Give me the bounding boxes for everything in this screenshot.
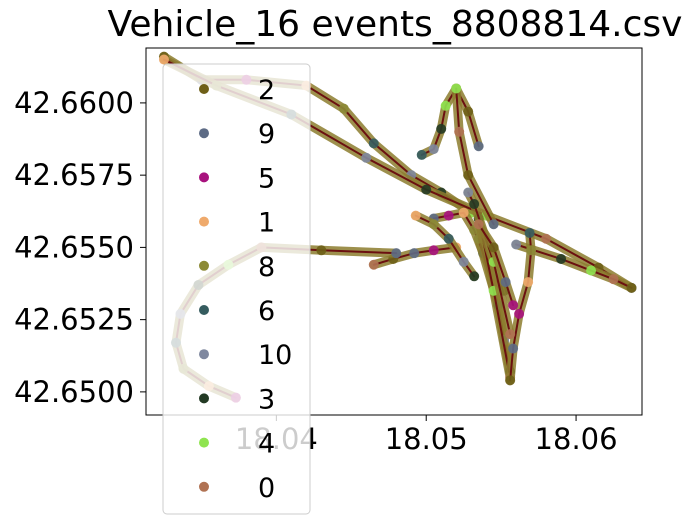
event-point: [500, 277, 511, 288]
event-point: [524, 227, 535, 238]
legend-frame: [162, 63, 311, 515]
event-point: [505, 375, 516, 386]
legend-marker: [199, 393, 209, 404]
legend-item-3: 3: [199, 384, 275, 415]
event-point: [508, 343, 519, 354]
event-point: [443, 210, 454, 221]
legend-item-9: 9: [199, 119, 275, 150]
legend-marker: [199, 216, 209, 227]
event-point: [338, 103, 349, 114]
event-point: [473, 141, 484, 152]
event-point: [436, 123, 447, 134]
event-point: [488, 219, 499, 230]
track-connector-b: [473, 219, 519, 311]
event-point: [469, 199, 480, 210]
event-point: [526, 245, 537, 256]
event-point: [511, 239, 522, 250]
track-line: [477, 223, 515, 307]
legend-label: 10: [258, 340, 292, 371]
chart-title: Vehicle_16 events_8808814.csv: [108, 4, 683, 45]
track-west-diagonal: [410, 210, 480, 282]
track-line: [455, 87, 495, 226]
legend: 2 9 5 1 8 6 10 3 4 0: [162, 63, 311, 515]
legend-marker: [199, 84, 209, 94]
event-point: [428, 144, 439, 155]
legend-item-4: 4: [199, 429, 275, 460]
event-point: [316, 245, 327, 256]
legend-marker: [199, 437, 209, 448]
legend-item-1: 1: [199, 208, 275, 239]
event-point: [514, 308, 525, 319]
legend-label: 6: [258, 296, 275, 327]
event-point: [416, 149, 427, 160]
event-point: [556, 253, 567, 264]
event-point: [508, 300, 519, 311]
event-point: [428, 219, 439, 230]
event-point: [505, 329, 516, 340]
track-central-north: [451, 83, 499, 230]
event-point: [451, 83, 462, 94]
event-point: [458, 207, 469, 218]
event-point: [361, 152, 372, 163]
event-point: [586, 265, 597, 276]
event-point: [454, 126, 465, 137]
legend-item-6: 6: [199, 296, 275, 327]
x-tick-label: 18.05: [385, 422, 468, 456]
legend-item-0: 0: [199, 473, 275, 504]
event-point: [409, 248, 420, 259]
legend-label: 5: [258, 163, 275, 194]
track-west-loop: [368, 242, 462, 270]
event-point: [473, 219, 484, 230]
event-point: [443, 233, 454, 244]
plot-frame: [145, 47, 643, 416]
legend-item-5: 5: [199, 163, 275, 194]
legend-marker: [199, 128, 209, 139]
legend-label: 9: [258, 119, 275, 150]
legend-label: 0: [258, 473, 275, 504]
y-tick-label: 42.6600: [14, 86, 134, 120]
event-point: [626, 282, 637, 293]
event-point: [463, 187, 474, 198]
legend-label: 1: [258, 208, 275, 239]
event-point: [391, 248, 402, 259]
x-tick-label: 18.06: [535, 422, 618, 456]
y-tick-label: 42.6500: [14, 375, 134, 409]
track-north-loop: [416, 83, 484, 160]
event-point: [410, 210, 421, 221]
legend-marker: [199, 305, 209, 315]
event-point: [458, 256, 469, 267]
event-point: [469, 271, 480, 282]
track-south-leg-c: [505, 227, 537, 386]
event-point: [463, 170, 474, 181]
event-point: [368, 138, 379, 149]
legend-marker: [199, 260, 209, 271]
event-point: [440, 100, 451, 111]
y-tick-label: 42.6525: [14, 303, 134, 337]
legend-marker: [199, 349, 209, 360]
event-point: [488, 242, 499, 253]
event-point: [541, 233, 552, 244]
legend-label: 3: [258, 384, 275, 415]
event-point: [368, 259, 379, 270]
legend-item-10: 10: [199, 340, 292, 371]
legend-label: 2: [258, 75, 275, 106]
y-tick-label: 42.6575: [14, 158, 134, 192]
event-point: [463, 106, 474, 117]
legend-label: 8: [258, 252, 275, 283]
legend-item-2: 2: [199, 75, 275, 106]
legend-item-8: 8: [199, 252, 275, 283]
legend-marker: [199, 481, 209, 492]
event-point: [523, 277, 534, 288]
event-point: [421, 184, 432, 195]
legend-marker: [199, 172, 209, 183]
event-point: [428, 245, 439, 256]
track-east-spur: [511, 239, 637, 293]
y-tick-label: 42.6550: [14, 230, 134, 264]
event-point: [158, 54, 169, 65]
event-point: [608, 274, 619, 285]
legend-label: 4: [258, 429, 275, 460]
